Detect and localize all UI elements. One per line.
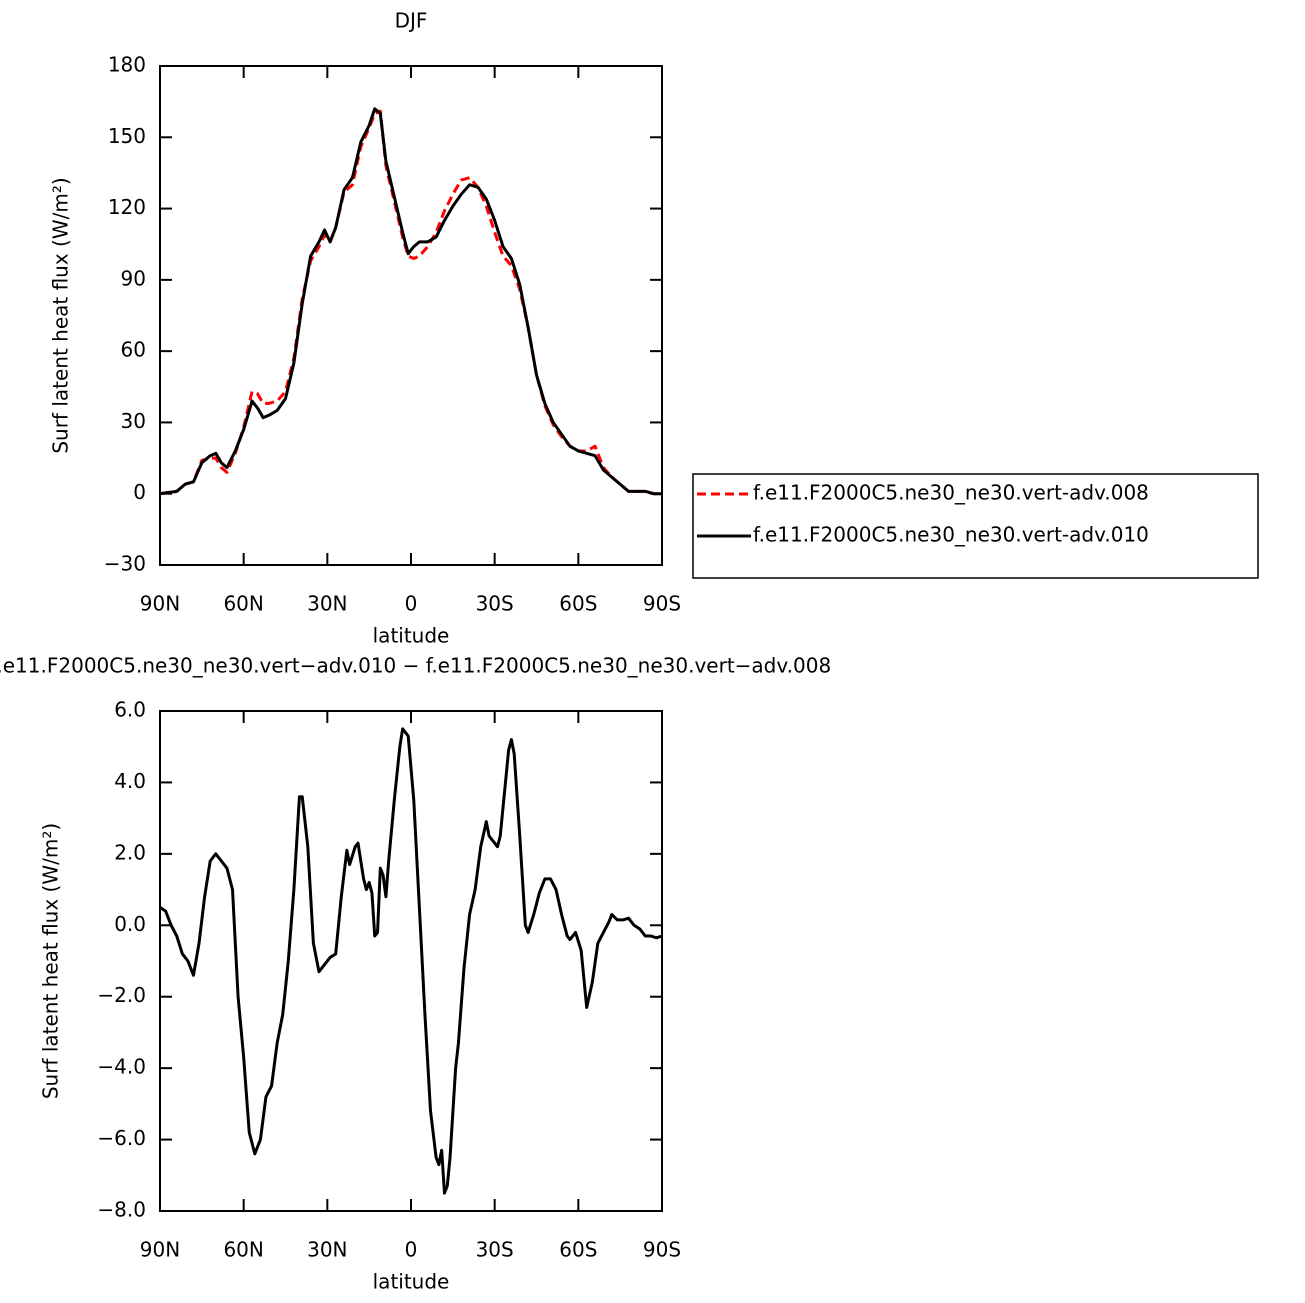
chart-title: f.e11.F2000C5.ne30_ne30.vert−adv.010 − f… [0,654,831,678]
y-tick-label: 90 [121,266,146,290]
x-tick-label: 60S [559,1238,597,1262]
data-line [159,107,662,496]
y-axis-label: Surf latent heat flux (W/m²) [49,177,73,453]
x-tick-label: 30N [307,592,347,616]
x-tick-label: 30S [476,1238,514,1262]
y-axis-label: Surf latent heat flux (W/m²) [39,823,63,1099]
x-tick-label: 0 [405,592,418,616]
x-axis-label: latitude [373,1270,450,1294]
y-tick-label: 180 [108,53,146,77]
y-tick-label: −30 [104,552,146,576]
x-tick-label: 90S [643,1238,681,1262]
x-tick-label: 60N [223,592,263,616]
y-tick-label: 30 [121,409,146,433]
x-tick-label: 60N [223,1238,263,1262]
y-tick-label: −2.0 [97,983,146,1007]
x-tick-label: 30S [476,592,514,616]
data-line [159,109,662,496]
x-tick-label: 90S [643,592,681,616]
plot-frame [159,65,663,566]
x-tick-label: 30N [307,1238,347,1262]
x-tick-label: 90N [140,592,180,616]
x-axis-label: latitude [373,624,450,648]
y-tick-label: 6.0 [114,698,146,722]
y-tick-label: 0.0 [114,912,146,936]
y-tick-label: 0 [133,480,146,504]
y-tick-label: 150 [108,124,146,148]
x-tick-label: 0 [405,1238,418,1262]
legend-label: f.e11.F2000C5.ne30_ne30.vert-adv.010 [753,523,1149,547]
y-tick-label: −4.0 [97,1055,146,1079]
legend-label: f.e11.F2000C5.ne30_ne30.vert-adv.008 [753,481,1149,505]
legend-box [692,473,1259,579]
y-tick-label: 120 [108,195,146,219]
y-tick-label: 2.0 [114,840,146,864]
y-tick-label: 4.0 [114,769,146,793]
x-tick-label: 90N [140,1238,180,1262]
chart-title: DJF [395,9,428,33]
y-tick-label: 60 [121,338,146,362]
x-tick-label: 60S [559,592,597,616]
y-tick-label: −6.0 [97,1126,146,1150]
y-tick-label: −8.0 [97,1198,146,1222]
data-line [159,727,663,1195]
